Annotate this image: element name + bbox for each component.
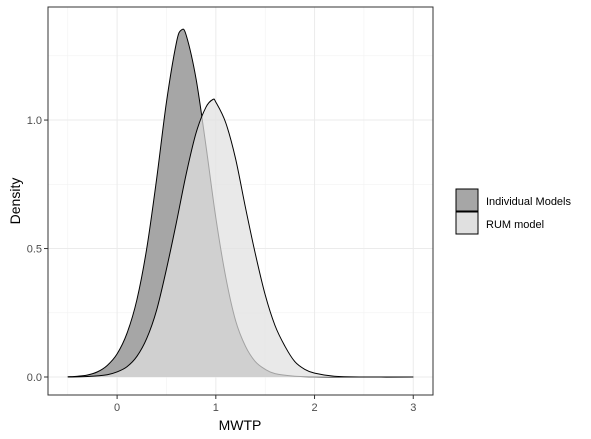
density-line-rum-model [67, 98, 414, 378]
x-tick-label: 2 [311, 402, 317, 414]
legend-key-rum-model [455, 211, 479, 235]
legend-label-rum-model: RUM model [486, 219, 544, 231]
panel-border [47, 6, 434, 396]
y-tick-label: 0.5 [27, 244, 42, 256]
y-tick-label: 0.0 [27, 372, 42, 384]
density-area-rum-model [67, 98, 414, 378]
x-tick-label: 0 [114, 402, 120, 414]
x-tick-label: 3 [410, 402, 416, 414]
x-axis-title: MWTP [219, 417, 262, 433]
legend-key-individual-models [455, 188, 479, 212]
axis-ticks: 0 1 2 3 0.0 0.5 1.0 [27, 115, 417, 414]
x-tick-label: 1 [213, 402, 219, 414]
grid-lines [48, 7, 433, 395]
legend: Individual Models RUM model [455, 188, 571, 235]
y-axis-title: Density [7, 178, 23, 225]
y-tick-label: 1.0 [27, 115, 42, 127]
density-area-individual-models [67, 29, 414, 378]
density-areas [67, 28, 414, 378]
legend-label-individual-models: Individual Models [486, 196, 571, 208]
